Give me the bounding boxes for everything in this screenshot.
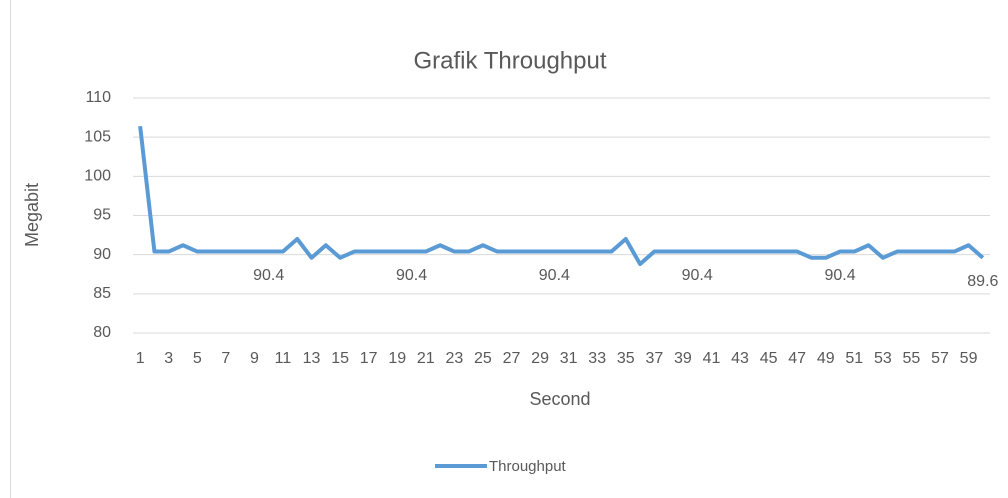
x-tick-label: 33 bbox=[588, 350, 606, 367]
y-tick-label: 95 bbox=[93, 207, 111, 224]
data-label: 90.4 bbox=[824, 267, 855, 284]
y-tick-label: 110 bbox=[85, 89, 111, 106]
y-tick-label: 80 bbox=[93, 324, 111, 341]
x-tick-label: 59 bbox=[960, 350, 978, 367]
x-tick-label: 25 bbox=[474, 350, 492, 367]
data-label: 90.4 bbox=[682, 267, 713, 284]
x-tick-label: 57 bbox=[931, 350, 949, 367]
x-axis-label: Second bbox=[529, 389, 590, 409]
x-tick-label: 53 bbox=[874, 350, 892, 367]
x-tick-label: 1 bbox=[136, 350, 145, 367]
x-tick-label: 55 bbox=[903, 350, 921, 367]
x-tick-label: 51 bbox=[845, 350, 863, 367]
x-tick-label: 7 bbox=[221, 350, 230, 367]
series-line bbox=[138, 125, 985, 267]
chart-title: Grafik Throughput bbox=[414, 47, 607, 74]
y-tick-label: 85 bbox=[93, 285, 111, 302]
y-axis-label: Megabit bbox=[22, 183, 42, 247]
x-tick-label: 27 bbox=[503, 350, 521, 367]
x-tick-label: 3 bbox=[164, 350, 173, 367]
y-tick-label: 105 bbox=[84, 128, 111, 145]
x-tick-label: 29 bbox=[531, 350, 549, 367]
data-label: 89.6 bbox=[967, 273, 998, 290]
x-tick-label: 17 bbox=[360, 350, 378, 367]
y-tick-label: 90 bbox=[93, 246, 111, 263]
data-label: 90.4 bbox=[396, 267, 427, 284]
x-tick-label: 5 bbox=[193, 350, 202, 367]
x-tick-label: 19 bbox=[388, 350, 406, 367]
x-tick-label: 39 bbox=[674, 350, 692, 367]
x-tick-label: 43 bbox=[731, 350, 749, 367]
x-tick-label: 37 bbox=[645, 350, 663, 367]
x-tick-label: 15 bbox=[331, 350, 349, 367]
x-tick-label: 13 bbox=[303, 350, 321, 367]
x-tick-label: 47 bbox=[788, 350, 806, 367]
data-label: 90.4 bbox=[539, 267, 570, 284]
x-tick-label: 41 bbox=[703, 350, 721, 367]
legend-label: Throughput bbox=[489, 458, 567, 475]
y-tick-label: 100 bbox=[84, 168, 111, 185]
x-tick-label: 21 bbox=[417, 350, 435, 367]
x-tick-label: 11 bbox=[275, 350, 292, 367]
data-label: 90.4 bbox=[253, 267, 284, 284]
x-tick-label: 45 bbox=[760, 350, 778, 367]
x-tick-label: 23 bbox=[445, 350, 463, 367]
x-tick-label: 31 bbox=[560, 350, 578, 367]
x-tick-label: 9 bbox=[250, 350, 259, 367]
x-tick-label: 35 bbox=[617, 350, 635, 367]
x-tick-label: 49 bbox=[817, 350, 835, 367]
